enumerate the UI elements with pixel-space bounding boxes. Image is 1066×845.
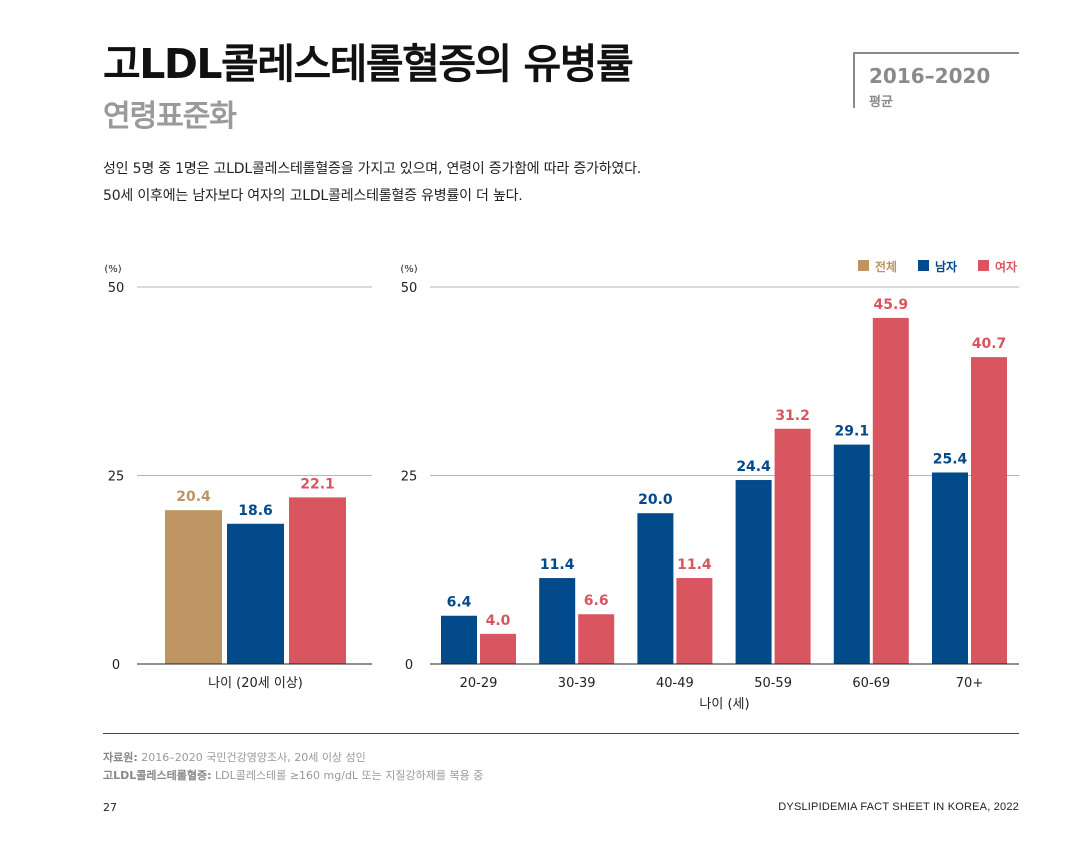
data-label: 24.4 — [736, 459, 771, 475]
legend-label-남자: 남자 — [935, 259, 957, 274]
legend-swatch-전체 — [858, 260, 869, 271]
x-tick-label: 20-29 — [460, 676, 498, 691]
y-unit-label: (%) — [104, 264, 121, 275]
description-line-2: 50세 이후에는 남자보다 여자의 고LDL콜레스테롤혈증 유병률이 더 높다. — [103, 188, 523, 204]
definition-note-label: 고LDL콜레스테롤혈증: — [103, 769, 212, 782]
x-tick-label: 40-49 — [656, 676, 694, 691]
footer-divider — [103, 733, 1019, 734]
data-label: 11.4 — [540, 557, 575, 573]
source-note-label: 자료원: — [103, 751, 138, 764]
page-title: 고LDL콜레스테롤혈증의 유병률 — [103, 40, 634, 88]
legend-swatch-남자 — [918, 260, 929, 271]
legend-swatch-여자 — [978, 260, 989, 271]
y-unit-label: (%) — [400, 264, 417, 275]
source-note-text: 2016–2020 국민건강영양조사, 20세 이상 성인 — [137, 751, 366, 764]
x-tick-label: 나이 (20세 이상) — [208, 676, 303, 691]
bar-남자 — [441, 615, 477, 664]
y-tick-label: 25 — [401, 470, 418, 485]
bar-여자 — [289, 497, 346, 664]
x-axis-title: 나이 (세) — [699, 697, 749, 712]
bar-여자 — [971, 357, 1007, 664]
data-label: 6.4 — [447, 595, 472, 611]
page-number: 27 — [103, 801, 117, 814]
bar-남자 — [539, 578, 576, 664]
description-line-1: 성인 5명 중 1명은 고LDL콜레스테롤혈증을 가지고 있으며, 연령이 증가… — [103, 161, 641, 177]
bar-전체 — [165, 510, 222, 664]
publication-title: DYSLIPIDEMIA FACT SHEET IN KOREA, 2022 — [778, 801, 1019, 813]
y-tick-label: 50 — [108, 281, 125, 296]
definition-note: 고LDL콜레스테롤혈증: LDL콜레스테롤 ≥160 mg/dL 또는 지질강하… — [103, 767, 483, 783]
bar-남자 — [227, 523, 284, 664]
source-note: 자료원: 2016–2020 국민건강영양조사, 20세 이상 성인 — [103, 749, 366, 765]
x-tick-label: 50-59 — [754, 676, 792, 691]
y-tick-label: 0 — [405, 658, 413, 673]
page-subtitle: 연령표준화 — [103, 99, 237, 134]
x-tick-label: 60-69 — [852, 676, 890, 691]
data-label: 18.6 — [238, 503, 273, 519]
bar-남자 — [637, 513, 674, 664]
data-label: 22.1 — [300, 476, 335, 492]
bar-여자 — [676, 578, 713, 664]
bar-여자 — [480, 633, 516, 664]
x-tick-label: 70+ — [956, 676, 983, 691]
period-label: 평균 — [869, 95, 893, 110]
data-label: 6.6 — [584, 593, 609, 609]
data-label: 40.7 — [972, 336, 1007, 352]
data-label: 20.0 — [638, 492, 673, 508]
data-label: 4.0 — [486, 613, 511, 629]
y-tick-label: 50 — [401, 281, 418, 296]
data-label: 45.9 — [874, 297, 909, 313]
bar-여자 — [578, 614, 615, 664]
definition-note-text: LDL콜레스테롤 ≥160 mg/dL 또는 지질강하제를 복용 중 — [211, 769, 484, 782]
bar-남자 — [833, 444, 870, 664]
legend-label-전체: 전체 — [875, 259, 897, 274]
data-label: 11.4 — [677, 557, 712, 573]
y-tick-label: 25 — [108, 470, 125, 485]
data-label: 29.1 — [835, 424, 870, 440]
x-tick-label: 30-39 — [558, 676, 596, 691]
legend-label-여자: 여자 — [995, 259, 1017, 274]
y-tick-label: 0 — [112, 658, 120, 673]
data-label: 20.4 — [176, 489, 211, 505]
period-box: 2016–2020 평균 — [853, 52, 1019, 110]
data-label: 25.4 — [933, 451, 968, 467]
bar-여자 — [872, 317, 909, 664]
period-year: 2016–2020 — [869, 64, 991, 88]
data-label: 31.2 — [775, 408, 810, 424]
bar-남자 — [932, 472, 968, 664]
bar-남자 — [735, 480, 772, 664]
bar-여자 — [774, 428, 811, 664]
